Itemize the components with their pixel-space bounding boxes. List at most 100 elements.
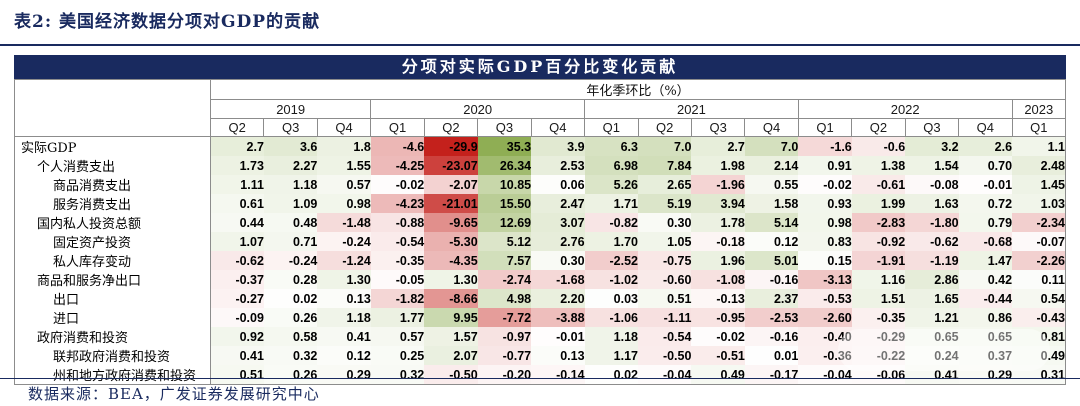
value-cell: 12.69 [477,213,532,232]
quarter-header-2022-Q2: Q2 [851,118,906,137]
value-cell: 0.57 [370,327,425,346]
value-cell: 1.77 [370,308,425,327]
value-cell: 1.54 [905,156,959,175]
value-cell: -1.68 [531,270,585,289]
value-cell: 1.17 [584,346,638,365]
value-cell: -0.62 [905,232,959,251]
value-cell: -0.62 [210,251,264,270]
value-cell: 0.37 [958,346,1013,365]
table-title: 表2: 美国经济数据分项对GDP的贡献 [14,12,321,32]
value-cell: 1.30 [317,270,371,289]
value-cell: -9.65 [424,213,478,232]
value-cell: 0.28 [263,270,318,289]
table-body: 实际GDP 2.7 3.6 1.8 -4.6 -29.9 35.3 3.9 6.3 7.0 2.7 7… [14,136,1066,385]
value-cell: -7.72 [477,308,532,327]
value-cell: 0.55 [744,175,799,194]
value-cell: -0.61 [851,175,906,194]
value-cell: 0.65 [905,327,959,346]
row-label: 政府消费和投资 [14,327,211,346]
value-cell: 1.03 [1012,194,1066,213]
value-cell: 0.83 [798,232,852,251]
value-cell: -2.34 [1012,213,1066,232]
value-cell: -4.35 [424,251,478,270]
value-cell: 4.98 [477,289,532,308]
value-cell: -0.50 [638,346,692,365]
value-cell: -0.35 [370,251,425,270]
value-cell: 0.42 [958,270,1013,289]
row-label: 商品和服务净出口 [14,270,211,289]
value-cell: 0.44 [210,213,264,232]
value-cell: -5.30 [424,232,478,251]
value-cell: 0.81 [1012,327,1066,346]
row-label: 实际GDP [14,136,211,156]
value-cell: -0.27 [210,289,264,308]
value-cell: 1.05 [638,232,692,251]
table-row: 进口 -0.09 0.26 1.18 1.77 9.95 -7.72 -3.88 -1.06 -1… [14,308,1066,327]
value-cell: -0.36 [798,346,852,365]
quarter-header-2022-Q3: Q3 [904,118,960,137]
value-cell: 0.61 [210,194,264,213]
value-cell: 0.29 [317,365,371,385]
value-cell: 2.20 [531,289,585,308]
value-cell: 2.48 [1012,156,1066,175]
gdp-contribution-table-wrap: 分项对实际GDP百分比变化贡献 年化季环比（%） 2019 2020 2021 2022… [14,55,1067,385]
value-cell: 26.34 [477,156,532,175]
table-row: 政府消费和投资 0.92 0.58 0.41 0.57 1.57 -0.97 -0.01 1.1… [14,327,1066,346]
value-cell: 1.21 [905,308,959,327]
table-row: 州和地方政府消费和投资 0.51 0.26 0.29 0.32 -0.50 -0.20 -0.… [14,365,1066,385]
value-cell: -0.18 [691,232,745,251]
table-row: 国内私人投资总额 0.44 0.48 -1.48 -0.88 -9.65 12.69 3.07… [14,213,1066,232]
value-cell: 0.71 [263,232,318,251]
value-cell: 1.47 [958,251,1013,270]
value-cell: 0.30 [638,213,692,232]
value-cell: -8.66 [424,289,478,308]
value-cell: -0.54 [370,232,425,251]
quarter-header-2019-Q2: Q2 [209,118,265,137]
value-cell: -0.50 [424,365,478,385]
table-row: 商品和服务净出口 -0.37 0.28 1.30 -0.05 1.30 -2.74 -1.68… [14,270,1066,289]
row-label: 出口 [14,289,211,308]
value-cell: -0.16 [744,270,799,289]
value-cell: -0.13 [691,289,745,308]
value-cell: 0.25 [370,346,425,365]
row-label: 进口 [14,308,211,327]
quarter-header-2020-Q2: Q2 [423,118,479,137]
footer-divider [0,378,1080,379]
value-cell: 0.79 [958,213,1013,232]
unit-note: 年化季环比（%） [210,79,1066,100]
value-cell: 0.86 [958,308,1013,327]
value-cell: 0.12 [317,346,371,365]
value-cell: 0.01 [744,346,799,365]
value-cell: -2.60 [798,308,852,327]
value-cell: 3.2 [905,136,959,156]
value-cell: 1.99 [851,194,906,213]
value-cell: -3.88 [531,308,585,327]
value-cell: 0.65 [958,327,1013,346]
value-cell: 1.07 [210,232,264,251]
value-cell: 0.02 [584,365,638,385]
value-cell: 0.49 [1012,346,1066,365]
value-cell: -0.09 [210,308,264,327]
value-cell: -3.13 [798,270,852,289]
value-cell: 1.55 [317,156,371,175]
value-cell: 0.51 [638,289,692,308]
value-cell: 0.26 [263,308,318,327]
value-cell: -0.53 [798,289,852,308]
value-cell: 0.41 [210,346,264,365]
value-cell: 0.13 [531,346,585,365]
value-cell: -0.29 [851,327,906,346]
value-cell: 1.65 [905,289,959,308]
value-cell: -1.48 [317,213,371,232]
value-cell: 1.45 [1012,175,1066,194]
value-cell: 5.01 [744,251,799,270]
value-cell: 10.85 [477,175,532,194]
value-cell: 5.26 [584,175,638,194]
value-cell: 1.38 [851,156,906,175]
value-cell: 1.51 [851,289,906,308]
value-cell: -1.11 [638,308,692,327]
value-cell: 0.03 [584,289,638,308]
value-cell: -0.01 [531,327,585,346]
value-cell: 0.70 [958,156,1013,175]
value-cell: 5.14 [744,213,799,232]
value-cell: 1.96 [691,251,745,270]
